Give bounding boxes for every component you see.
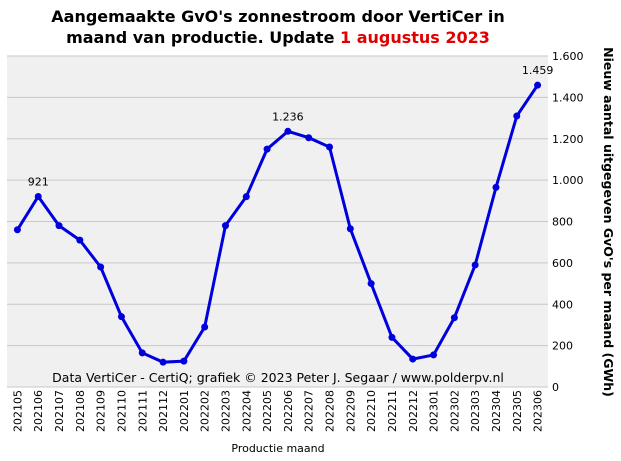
x-tick-label: 202203: [219, 390, 232, 432]
x-tick-label: 202111: [136, 390, 149, 432]
y-tick-label: 1.000: [552, 174, 584, 187]
x-tick-label: 202206: [282, 390, 295, 432]
marker: [76, 236, 84, 244]
x-tick-label: 202212: [407, 390, 420, 432]
x-tick-label: 202301: [428, 390, 441, 432]
line: [16, 84, 539, 364]
y-tick-label: 400: [552, 298, 573, 311]
x-tick-label: 202204: [240, 390, 253, 432]
x-axis-label: Productie maand: [231, 442, 324, 455]
marker: [55, 222, 63, 230]
title-update: 1 augustus 2023: [340, 28, 490, 47]
marker: [242, 193, 250, 201]
marker: [409, 355, 417, 363]
y-axis-label: Nieuw aantal uitgegeven GvO's per maand …: [601, 47, 616, 397]
data-label: 1.236: [272, 110, 304, 123]
chart-title: Aangemaakte GvO's zonnestroom door Verti…: [51, 7, 504, 26]
marker: [367, 280, 375, 288]
x-tick-label: 202201: [178, 390, 191, 432]
x-tick-label: 202306: [532, 390, 545, 432]
marker: [117, 313, 125, 321]
marker: [221, 222, 229, 230]
x-tick-label: 202109: [95, 390, 108, 432]
x-tick-label: 202302: [448, 390, 461, 432]
x-tick-label: 202210: [365, 390, 378, 432]
marker: [388, 333, 396, 341]
x-tick-label: 202208: [324, 390, 337, 432]
x-tick-label: 202207: [303, 390, 316, 432]
marker: [180, 357, 188, 365]
marker: [471, 261, 479, 269]
x-tick-label: 202209: [344, 390, 357, 432]
y-tick-label: 0: [552, 381, 559, 394]
x-tick-label: 202110: [115, 390, 128, 432]
marker: [513, 112, 521, 120]
y-tick-label: 600: [552, 257, 573, 270]
chart-title: maand van productie. Update: [66, 28, 335, 47]
marker: [346, 225, 354, 233]
marker: [138, 349, 146, 357]
x-tick-label: 202211: [386, 390, 399, 432]
x-tick-label: 202107: [53, 390, 66, 432]
data-label: 1.459: [522, 64, 554, 77]
x-tick-label: 202106: [32, 390, 45, 432]
y-tick-label: 1.600: [552, 50, 584, 63]
marker: [305, 134, 313, 142]
chart-title: maand van productie. Update 1 augustus 2…: [66, 28, 490, 47]
x-tick-label: 202105: [11, 390, 24, 432]
x-tick-label: 202303: [469, 390, 482, 432]
marker: [284, 127, 292, 135]
marker: [263, 145, 271, 153]
marker: [201, 323, 209, 331]
x-tick-label: 202205: [261, 390, 274, 432]
marker: [534, 81, 542, 89]
marker: [430, 351, 438, 359]
marker: [34, 192, 42, 200]
x-tick-label: 202202: [199, 390, 212, 432]
x-tick-label: 202304: [490, 390, 503, 432]
marker: [492, 183, 500, 191]
y-tick-label: 200: [552, 340, 573, 353]
x-tick-label: 202108: [74, 390, 87, 432]
y-tick-label: 800: [552, 216, 573, 229]
x-tick-label: 202305: [511, 390, 524, 432]
marker: [13, 226, 21, 234]
data-label: 921: [28, 175, 49, 188]
marker: [450, 314, 458, 322]
y-tick-label: 1.400: [552, 91, 584, 104]
x-tick-label: 202112: [157, 390, 170, 432]
marker: [97, 263, 105, 271]
marker: [159, 358, 167, 366]
annotation: Data VertiCer - CertiQ; grafiek © 2023 P…: [52, 370, 504, 385]
marker: [326, 143, 334, 151]
y-tick-label: 1.200: [552, 133, 584, 146]
